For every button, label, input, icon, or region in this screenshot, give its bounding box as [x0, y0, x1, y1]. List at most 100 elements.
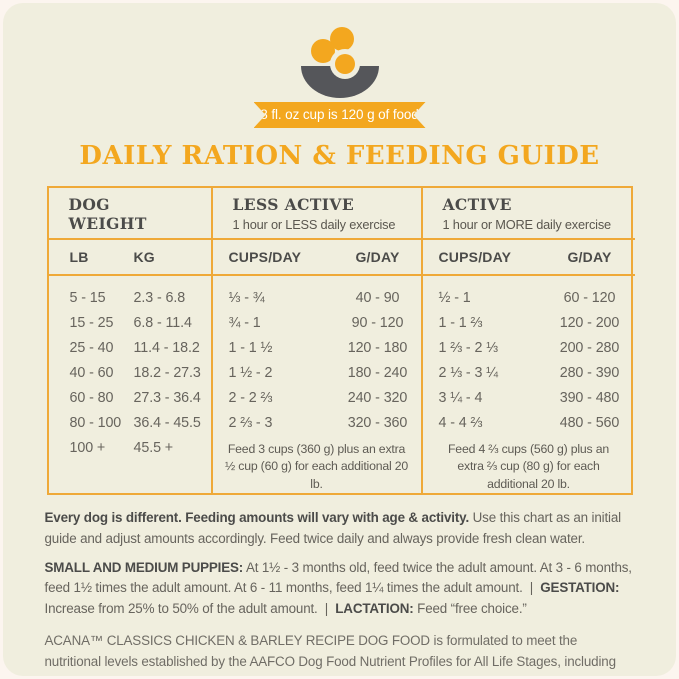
gday-value: 60 - 120: [563, 290, 616, 306]
kg-value: 18.2 - 27.3: [133, 365, 201, 381]
gestation-label: GESTATION:: [540, 580, 620, 596]
gday-value: 480 - 560: [559, 415, 620, 431]
group-title: ACTIVE: [442, 195, 512, 214]
table-row: 80 - 100 36.4 - 45.5: [49, 411, 211, 436]
table-row: ¾ - 1 90 - 120: [213, 311, 421, 336]
gday-value: 120 - 200: [559, 315, 620, 331]
table-row: 1 - 1 ½ 120 - 180: [213, 336, 421, 361]
page-title: DAILY RATION & FEEDING GUIDE: [79, 141, 600, 171]
lb-value: 5 - 15: [69, 290, 106, 306]
kibble-dot-icon: [310, 39, 335, 63]
cups-value: 3 ¼ - 4: [438, 390, 483, 406]
cup-conversion-banner: 8 fl. oz cup is 120 g of food: [253, 102, 426, 128]
gday-value: 390 - 480: [559, 390, 620, 406]
table-row: 1 ⅔ - 2 ⅓ 200 - 280: [423, 336, 635, 361]
less-active-feeding-note: Feed 3 cups (360 g) plus an extra ½ cup …: [224, 442, 409, 491]
group-title: LESS ACTIVE: [232, 195, 355, 214]
lb-column-header: LB: [69, 249, 89, 265]
weight-body-column: 5 - 15 2.3 - 6.8 15 - 25 6.8 - 11.4 25 - 4…: [49, 276, 213, 494]
column-headers-weight: LB KG: [48, 240, 213, 276]
separator: |: [522, 580, 541, 596]
group-subtitle: 1 hour or MORE daily exercise: [442, 217, 612, 233]
gday-value: 280 - 390: [559, 365, 620, 381]
paragraph-bold-lead: Every dog is different. Feeding amounts …: [44, 510, 470, 526]
paragraph-text: At 1½ - 3 months old, feed twice the adu…: [44, 560, 633, 596]
feeding-variability-paragraph: Every dog is different. Feeding amounts …: [45, 508, 635, 549]
lb-value: 100 +: [69, 440, 106, 456]
lb-value: 40 - 60: [69, 365, 114, 381]
cups-value: 2 ⅓ - 3 ¼: [438, 365, 499, 381]
table-row: 3 ¼ - 4 390 - 480: [423, 386, 635, 411]
cups-value: ½ - 1: [438, 290, 471, 306]
kg-value: 6.8 - 11.4: [133, 315, 192, 331]
gday-value: 180 - 240: [347, 365, 408, 381]
active-feeding-note: Feed 4 ⅔ cups (560 g) plus an extra ⅔ cu…: [448, 442, 609, 491]
gday-value: 240 - 320: [347, 390, 408, 406]
table-row: 100 + 45.5 +: [49, 436, 211, 461]
paragraph-text: Increase from 25% to 50% of the adult am…: [44, 600, 318, 616]
kg-column-header: KG: [133, 249, 155, 265]
lb-value: 15 - 25: [69, 315, 114, 331]
group-header-active: ACTIVE 1 hour or MORE daily exercise: [422, 188, 635, 240]
puppies-gestation-lactation-paragraph: SMALL AND MEDIUM PUPPIES: At 1½ - 3 mont…: [45, 558, 635, 619]
table-row: 4 - 4 ⅔ 480 - 560: [423, 411, 635, 436]
gday-column-header: G/DAY: [567, 249, 612, 265]
table-row: 40 - 60 18.2 - 27.3: [49, 361, 211, 386]
group-header-dog-weight: DOG WEIGHT: [48, 188, 213, 240]
cups-value: 1 - 1 ½: [228, 340, 273, 356]
less-active-body-column: ⅓ - ¾ 40 - 90 ¾ - 1 90 - 120 1 - 1 ½ 120 - …: [213, 276, 423, 494]
gday-value: 120 - 180: [347, 340, 408, 356]
cups-column-header: CUPS/DAY: [438, 249, 512, 265]
separator: |: [317, 600, 336, 616]
lb-value: 80 - 100: [69, 415, 122, 431]
aafco-statement-paragraph: ACANA™ CLASSICS CHICKEN & BARLEY RECIPE …: [44, 633, 617, 676]
lb-value: 25 - 40: [69, 340, 114, 356]
table-row: 2 ⅓ - 3 ¼ 280 - 390: [423, 361, 635, 386]
column-headers-less-active: CUPS/DAY G/DAY: [212, 240, 423, 276]
lactation-label: LACTATION:: [335, 600, 414, 616]
cups-value: 1 - 1 ⅔: [438, 315, 483, 331]
column-headers-active: CUPS/DAY G/DAY: [422, 240, 635, 276]
table-row: 1 - 1 ⅔ 120 - 200: [423, 311, 635, 336]
paragraph-text: Use this chart as an initial guide and a…: [44, 510, 622, 546]
kg-value: 11.4 - 18.2: [133, 340, 200, 356]
group-header-less-active: LESS ACTIVE 1 hour or LESS daily exercis…: [212, 188, 423, 240]
lb-value: 60 - 80: [69, 390, 114, 406]
group-title: DOG WEIGHT: [68, 195, 147, 234]
kibble-dot-icon: [334, 54, 355, 74]
gday-value: 40 - 90: [355, 290, 400, 306]
table-row: 2 - 2 ⅔ 240 - 320: [213, 386, 421, 411]
kg-value: 36.4 - 45.5: [133, 415, 201, 431]
cups-value: 1 ½ - 2: [228, 365, 273, 381]
cups-value: 2 - 2 ⅔: [228, 390, 273, 406]
active-body-column: ½ - 1 60 - 120 1 - 1 ⅔ 120 - 200 1 ⅔ - 2 ⅓…: [423, 276, 635, 493]
cups-value: 4 - 4 ⅔: [438, 415, 483, 431]
paragraph-text: Feed “free choice.”: [413, 600, 527, 616]
cups-value: 1 ⅔ - 2 ⅓: [438, 340, 499, 356]
bowl-icon: [280, 24, 400, 100]
table-row: 1 ½ - 2 180 - 240: [213, 361, 421, 386]
table-row: 15 - 25 6.8 - 11.4: [49, 311, 211, 336]
gday-value: 200 - 280: [559, 340, 620, 356]
table-row: 5 - 15 2.3 - 6.8: [49, 286, 211, 311]
feeding-guide-panel: 8 fl. oz cup is 120 g of food DAILY RATI…: [3, 3, 676, 676]
cups-column-header: CUPS/DAY: [228, 249, 302, 265]
footer-copy: Every dog is different. Feeding amounts …: [45, 508, 635, 676]
table-row: ½ - 1 60 - 120: [423, 286, 635, 311]
kg-value: 45.5 +: [133, 440, 174, 456]
cups-value: 2 ⅔ - 3: [228, 415, 273, 431]
table-row: 60 - 80 27.3 - 36.4: [49, 386, 211, 411]
table-row: ⅓ - ¾ 40 - 90: [213, 286, 421, 311]
gday-value: 90 - 120: [351, 315, 404, 331]
banner-text: 8 fl. oz cup is 120 g of food: [260, 107, 419, 122]
gday-value: 320 - 360: [347, 415, 408, 431]
gday-column-header: G/DAY: [355, 249, 400, 265]
cups-value: ¾ - 1: [228, 315, 261, 331]
cups-value: ⅓ - ¾: [228, 290, 265, 306]
group-subtitle: 1 hour or LESS daily exercise: [232, 217, 396, 233]
table-row: 2 ⅔ - 3 320 - 360: [213, 411, 421, 436]
puppies-label: SMALL AND MEDIUM PUPPIES:: [44, 560, 244, 576]
kg-value: 27.3 - 36.4: [133, 390, 201, 406]
kg-value: 2.3 - 6.8: [133, 290, 186, 306]
feeding-table: DOG WEIGHT LESS ACTIVE 1 hour or LESS da…: [46, 186, 635, 496]
